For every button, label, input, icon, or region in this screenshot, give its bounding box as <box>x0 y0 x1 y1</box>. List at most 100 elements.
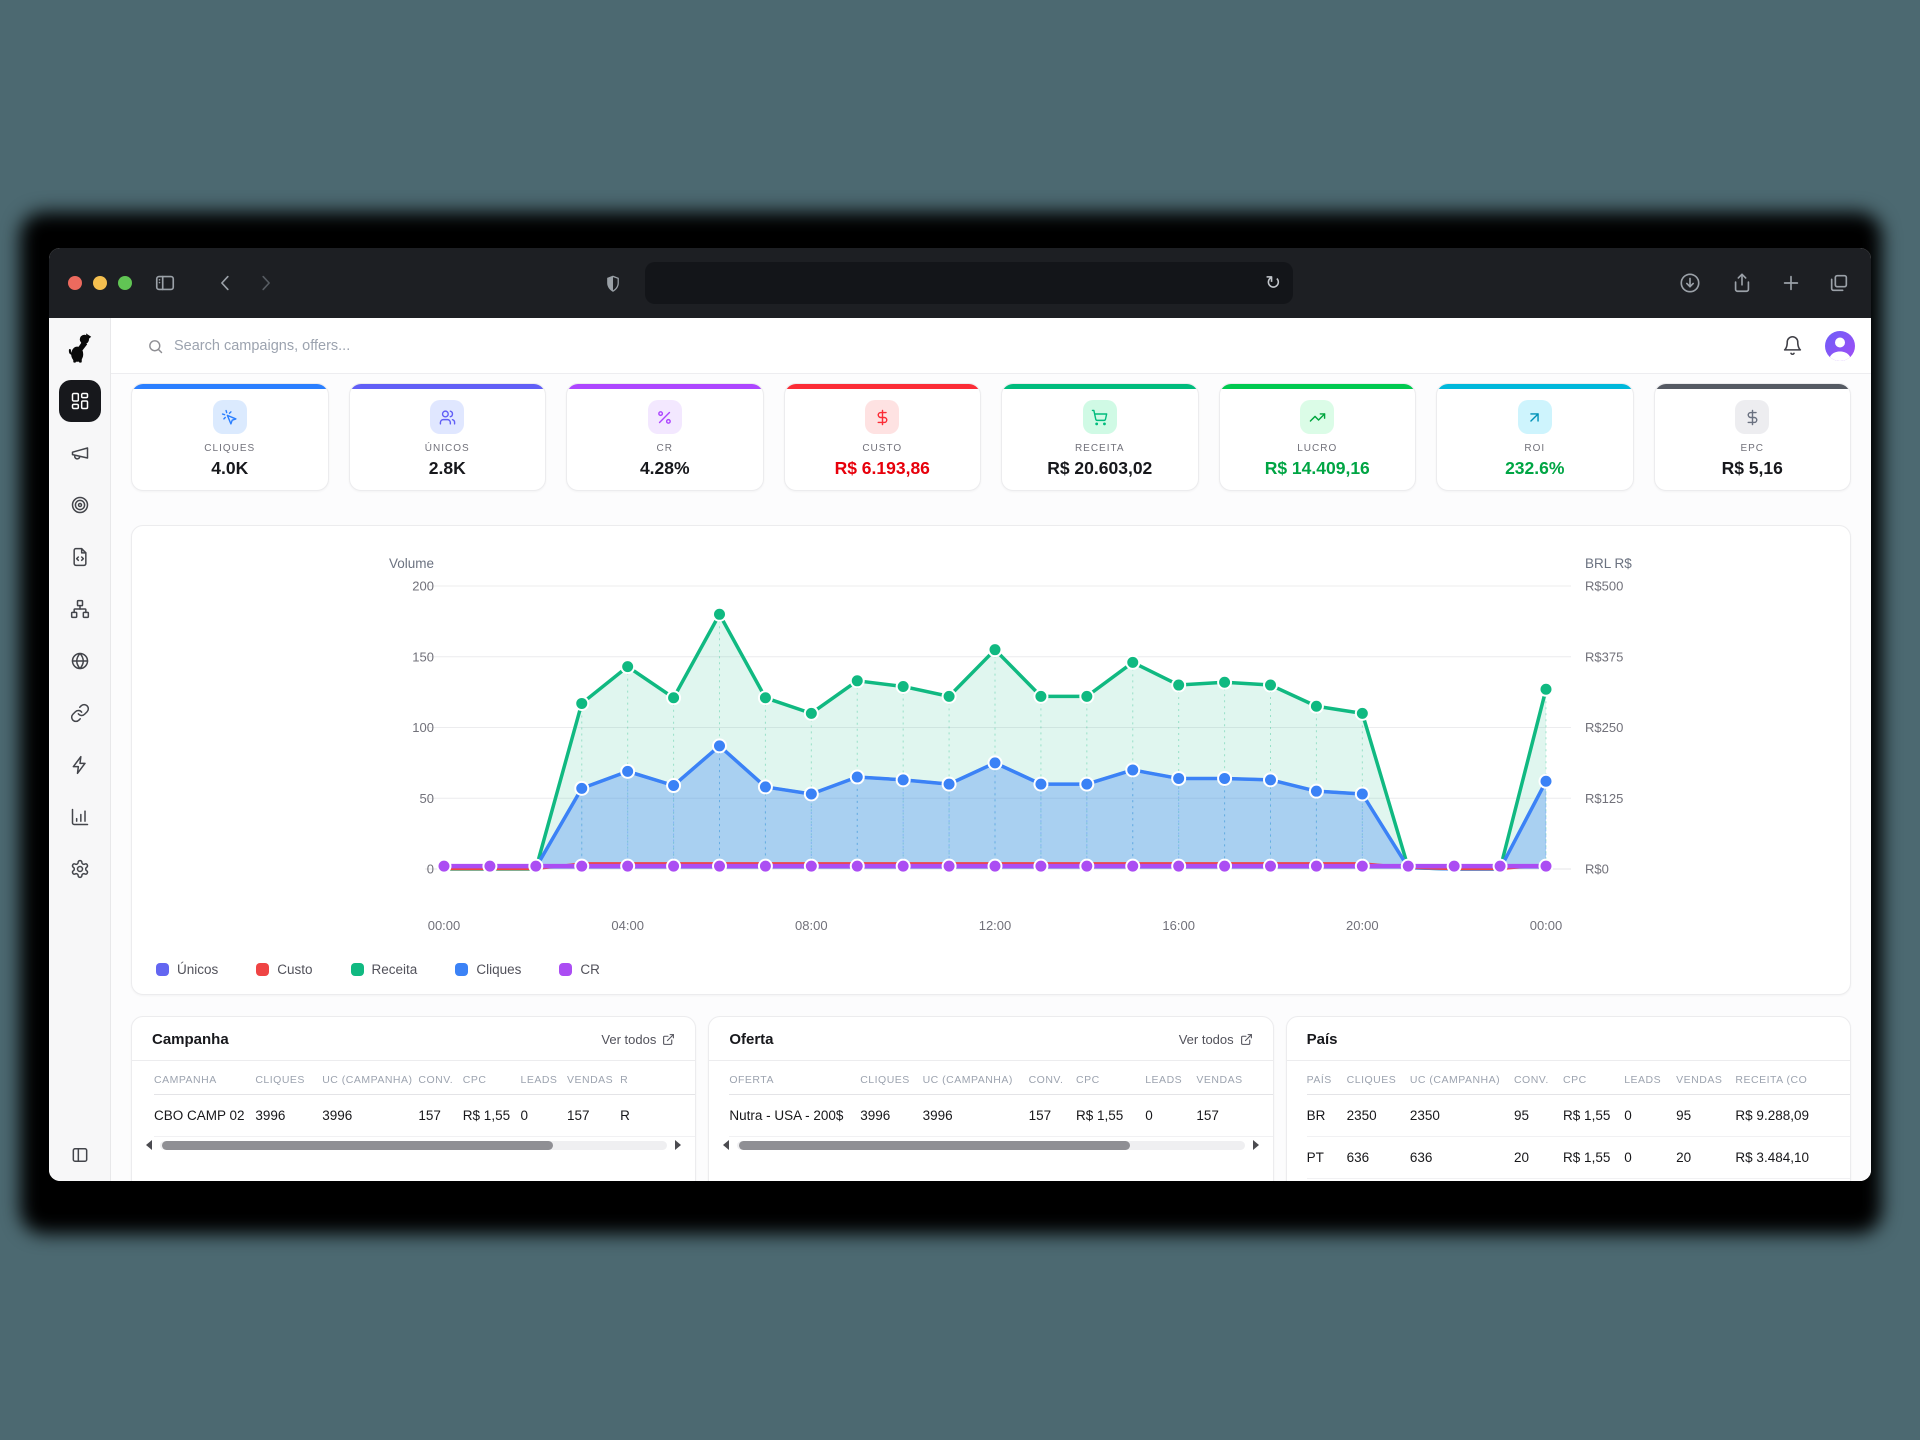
legend-item-receita[interactable]: Receita <box>350 962 418 977</box>
table-title: País <box>1306 1031 1338 1048</box>
sidebar-item-megaphone[interactable] <box>59 432 101 474</box>
scroll-right-arrow[interactable] <box>1252 1140 1259 1150</box>
notifications-bell-icon[interactable] <box>1782 335 1803 356</box>
arrow-up-right-icon <box>1530 412 1539 422</box>
svg-text:R$375: R$375 <box>1585 649 1623 664</box>
legend-item-custo[interactable]: Custo <box>256 962 313 977</box>
kpi-icon-chip <box>865 400 900 434</box>
scrollbar-thumb[interactable] <box>739 1140 1130 1150</box>
kpi-icon-chip <box>1735 400 1770 434</box>
sidebar-item-dashboard-grid[interactable] <box>58 380 101 422</box>
kpi-card-roi: ROI 232.6% <box>1436 383 1634 491</box>
back-button-icon[interactable] <box>215 272 237 294</box>
refresh-icon[interactable]: ↻ <box>1265 272 1281 294</box>
sidebar-collapse-button[interactable] <box>49 1145 110 1165</box>
table-cell: 3996 <box>322 1094 419 1137</box>
table-cell: 0 <box>520 1094 567 1137</box>
column-header: CAMPANHA <box>154 1061 256 1095</box>
kpi-icon-chip <box>1517 400 1552 434</box>
horizontal-scrollbar[interactable] <box>723 1140 1259 1150</box>
column-header: PAÍS <box>1306 1061 1347 1095</box>
sidebar-item-file-code[interactable] <box>59 536 101 578</box>
close-window-button[interactable] <box>68 276 82 290</box>
column-header: CONV. <box>1513 1061 1564 1095</box>
table-row[interactable]: Nutra - USA - 200$ 3996 3996 157 R$ 1,55 0 157 <box>729 1094 1273 1137</box>
sidebar-item-sitemap[interactable] <box>59 588 101 630</box>
legend-item-cr[interactable]: CR <box>559 962 600 977</box>
ver-todos-link[interactable]: Ver todos <box>601 1032 675 1047</box>
table-cell: R$ 1,55 <box>1563 1136 1625 1179</box>
legend-label: Receita <box>371 962 418 977</box>
column-header: OFERTA <box>729 1061 861 1095</box>
kpi-card-receita: RECEITA R$ 20.603,02 <box>1001 383 1199 491</box>
table-card-oferta: Oferta Ver todos OFERTA CLIQUES UC (CAMPANHA… <box>708 1016 1274 1181</box>
user-avatar[interactable] <box>1825 331 1855 361</box>
downloads-icon[interactable] <box>1679 272 1701 294</box>
sidebar-item-gear[interactable] <box>59 848 101 890</box>
table-cell: R$ 1,55 <box>462 1094 521 1137</box>
trend-up-icon <box>1309 412 1326 422</box>
ver-todos-link[interactable]: Ver todos <box>1179 1032 1253 1047</box>
table-row[interactable]: PT 636 636 20 R$ 1,55 0 20 R$ 3.484,10 <box>1306 1136 1850 1179</box>
minimize-window-button[interactable] <box>93 276 107 290</box>
table-title: Oferta <box>729 1031 774 1048</box>
table-cell: 0 <box>1624 1094 1677 1137</box>
browser-sidebar-toggle-icon[interactable] <box>154 272 176 294</box>
search-input[interactable] <box>174 338 774 354</box>
address-bar[interactable]: ↻ <box>645 262 1293 304</box>
table-card-país: País PAÍS CLIQUES UC (CAMPANHA) CONV. CPC LEAD… <box>1285 1016 1851 1181</box>
horizontal-scrollbar[interactable] <box>146 1140 682 1150</box>
traffic-chart-card: 0 R$0 50 R$125 100 R$250 150 R$375 200 R$500 Volum… <box>131 525 1851 995</box>
tab-overview-icon[interactable] <box>1828 272 1850 294</box>
svg-text:50: 50 <box>420 791 434 806</box>
table-cell: 157 <box>1196 1094 1273 1137</box>
external-link-icon <box>663 1034 675 1045</box>
column-header: UC (CAMPANHA) <box>322 1061 419 1095</box>
kpi-accent-bar <box>784 384 980 389</box>
table-title: Campanha <box>152 1031 229 1048</box>
scroll-left-arrow[interactable] <box>723 1140 730 1150</box>
table-row[interactable]: BR 2350 2350 95 R$ 1,55 0 95 R$ 9.288,09 <box>1306 1094 1850 1137</box>
summary-tables-row: Campanha Ver todos CAMPANHA CLIQUES UC (CAMP… <box>131 1016 1851 1181</box>
scrollbar-track[interactable] <box>160 1140 668 1150</box>
global-search <box>147 318 847 374</box>
kpi-label: CR <box>656 443 673 454</box>
sitemap-icon <box>70 599 89 619</box>
svg-text:R$0: R$0 <box>1585 862 1609 877</box>
sidebar-item-link[interactable] <box>59 692 101 734</box>
legend-item-únicos[interactable]: Únicos <box>156 962 218 977</box>
scrollbar-track[interactable] <box>737 1140 1245 1150</box>
column-header: CLIQUES <box>255 1061 323 1095</box>
table-cell: 157 <box>566 1094 621 1137</box>
column-header: CONV. <box>1028 1061 1076 1095</box>
svg-text:Volume: Volume <box>389 556 434 571</box>
shield-privacy-icon[interactable] <box>603 273 623 295</box>
kpi-value: 2.8K <box>428 458 466 478</box>
legend-item-cliques[interactable]: Cliques <box>455 962 521 977</box>
sidebar-item-bar-chart[interactable] <box>59 796 101 838</box>
table-cell: 95 <box>1676 1094 1736 1137</box>
dashboard-content: CLIQUES 4.0K ÚNICOS 2.8K CR 4.28% CUSTO R$ 6.19… <box>111 374 1871 1181</box>
sidebar-item-target[interactable] <box>59 484 101 526</box>
legend-label: CR <box>580 962 600 977</box>
table-cell: 20 <box>1676 1136 1736 1179</box>
zoom-window-button[interactable] <box>118 276 132 290</box>
column-header: CPC <box>462 1061 521 1095</box>
scrollbar-thumb[interactable] <box>162 1140 553 1150</box>
table-cell: BR <box>1306 1094 1347 1137</box>
share-icon[interactable] <box>1731 272 1753 294</box>
link-icon <box>70 703 89 723</box>
table-row[interactable]: CBO CAMP 02 3996 3996 157 R$ 1,55 0 157 R <box>154 1094 696 1137</box>
column-header: CLIQUES <box>860 1061 923 1095</box>
forward-button-icon[interactable] <box>254 272 276 294</box>
scroll-left-arrow[interactable] <box>146 1140 152 1150</box>
megaphone-icon <box>71 447 88 460</box>
sidebar-item-lightning[interactable] <box>59 744 101 786</box>
new-tab-icon[interactable] <box>1780 272 1802 294</box>
dog-logo <box>68 333 91 363</box>
kpi-card-custo: CUSTO R$ 6.193,86 <box>783 383 981 491</box>
scroll-right-arrow[interactable] <box>675 1140 682 1150</box>
svg-text:04:00: 04:00 <box>611 918 644 933</box>
svg-text:00:00: 00:00 <box>1530 918 1563 933</box>
sidebar-item-globe[interactable] <box>59 640 101 682</box>
